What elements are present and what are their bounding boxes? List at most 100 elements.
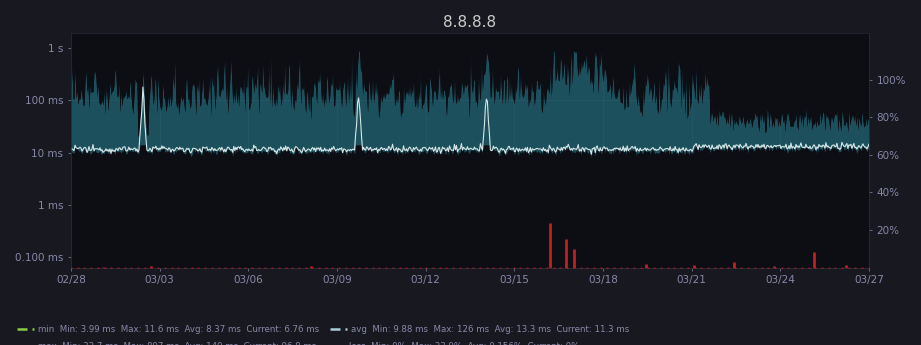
Point <box>144 265 158 270</box>
Point <box>795 265 810 270</box>
Point <box>748 265 763 270</box>
Point <box>499 265 514 270</box>
Point <box>405 265 420 270</box>
Point <box>305 265 320 270</box>
Point <box>70 265 85 270</box>
Point <box>507 265 521 270</box>
Point <box>379 265 393 270</box>
Point <box>460 265 474 270</box>
Point <box>137 265 152 270</box>
Point <box>352 265 367 270</box>
Point <box>828 265 843 270</box>
Point <box>600 265 614 270</box>
Point <box>580 265 595 270</box>
Point <box>258 265 273 270</box>
Point <box>251 265 266 270</box>
Point <box>533 265 548 270</box>
Point <box>566 265 581 270</box>
Point <box>834 265 849 270</box>
Point <box>151 265 166 270</box>
Point <box>319 265 333 270</box>
Legend: max  Min: 32.7 ms  Max: 897 ms  Avg: 149 ms  Current: 96.8 ms, loss  Min: 0%  Ma: max Min: 32.7 ms Max: 897 ms Avg: 149 ms… <box>14 338 582 345</box>
Point <box>171 265 186 270</box>
Point <box>640 265 655 270</box>
Point <box>358 265 373 270</box>
Point <box>466 265 481 270</box>
Point <box>372 265 387 270</box>
Point <box>634 265 648 270</box>
Point <box>861 265 876 270</box>
Point <box>781 265 796 270</box>
Point <box>560 265 575 270</box>
Point <box>446 265 460 270</box>
Point <box>419 265 434 270</box>
Point <box>714 265 729 270</box>
Point <box>855 265 869 270</box>
Point <box>842 265 857 270</box>
Point <box>292 265 307 270</box>
Point <box>413 265 427 270</box>
Point <box>519 265 534 270</box>
Point <box>587 265 601 270</box>
Point <box>245 265 260 270</box>
Point <box>607 265 622 270</box>
Point <box>238 265 252 270</box>
Point <box>479 265 494 270</box>
Point <box>204 265 219 270</box>
Point <box>124 265 139 270</box>
Point <box>386 265 401 270</box>
Point <box>546 265 561 270</box>
Point <box>332 265 346 270</box>
Point <box>761 265 775 270</box>
Point <box>775 265 789 270</box>
Point <box>613 265 628 270</box>
Point <box>84 265 99 270</box>
Point <box>211 265 226 270</box>
Point <box>472 265 487 270</box>
Point <box>366 265 380 270</box>
Point <box>90 265 105 270</box>
Point <box>486 265 501 270</box>
Point <box>111 265 125 270</box>
Point <box>131 265 146 270</box>
Point <box>98 265 112 270</box>
Point <box>707 265 722 270</box>
Point <box>432 265 447 270</box>
Point <box>278 265 293 270</box>
Point <box>620 265 635 270</box>
Point <box>822 265 836 270</box>
Point <box>345 265 360 270</box>
Point <box>526 265 541 270</box>
Point <box>627 265 642 270</box>
Point <box>754 265 769 270</box>
Point <box>64 265 78 270</box>
Point <box>721 265 736 270</box>
Point <box>767 265 782 270</box>
Point <box>77 265 92 270</box>
Point <box>157 265 172 270</box>
Point <box>285 265 299 270</box>
Point <box>164 265 179 270</box>
Point <box>740 265 755 270</box>
Point <box>272 265 286 270</box>
Point <box>814 265 829 270</box>
Point <box>848 265 863 270</box>
Point <box>687 265 702 270</box>
Point <box>231 265 246 270</box>
Point <box>311 265 326 270</box>
Point <box>117 265 132 270</box>
Point <box>554 265 568 270</box>
Point <box>660 265 675 270</box>
Point <box>184 265 199 270</box>
Point <box>593 265 608 270</box>
Point <box>787 265 802 270</box>
Point <box>728 265 742 270</box>
Point <box>399 265 414 270</box>
Point <box>801 265 816 270</box>
Point <box>225 265 239 270</box>
Point <box>674 265 689 270</box>
Point <box>452 265 467 270</box>
Point <box>178 265 192 270</box>
Point <box>439 265 454 270</box>
Point <box>513 265 528 270</box>
